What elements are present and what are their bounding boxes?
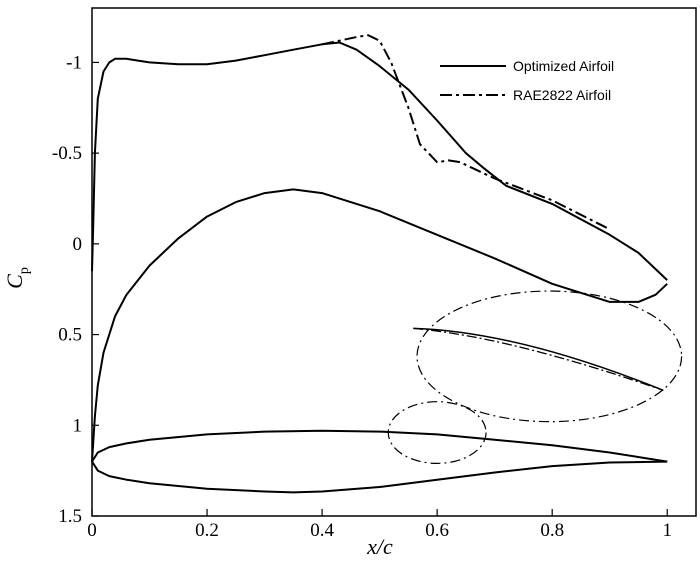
optimized-lower-surface-cp-line: [91, 188, 668, 462]
zoom-detail-optimized-line: [413, 327, 664, 392]
x-tick-label: 0.6: [425, 520, 449, 541]
y-axis-title-subscript: p: [17, 267, 32, 274]
plot-frame: [91, 7, 697, 517]
y-tick-label: 0: [73, 234, 83, 255]
optimized-upper-surface-cp-line: [91, 41, 668, 281]
plot-lines: [91, 34, 668, 494]
y-tick-label: 1: [73, 415, 83, 436]
zoom-ellipse: [387, 401, 487, 464]
x-tick-label: 0.4: [310, 520, 334, 541]
y-tick-label: 1.5: [58, 506, 82, 527]
x-axis-title: x/c: [366, 534, 393, 559]
legend: Optimized Airfoil RAE2822 Airfoil: [440, 58, 614, 103]
zoom-annotations: [387, 290, 683, 464]
y-axis-title-main: C: [2, 274, 27, 289]
x-tick-label: 0.8: [540, 520, 564, 541]
zoom-ellipse: [416, 290, 683, 423]
x-tick-label: 1: [662, 520, 672, 541]
x-tick-label: 0.2: [195, 520, 219, 541]
optimized-airfoil-lower-contour-line: [91, 460, 668, 494]
legend-label-rae2822: RAE2822 Airfoil: [513, 87, 611, 103]
rae2822-upper-surface-cp-line: [321, 34, 611, 231]
svg-text:Cp: Cp: [2, 267, 32, 289]
y-tick-label: -0.5: [52, 143, 82, 164]
legend-label-optimized: Optimized Airfoil: [513, 58, 614, 74]
y-axis-ticks: -1 -0.5 0 0.5 1 1.5: [52, 52, 99, 527]
y-axis-title: Cp: [2, 267, 32, 289]
optimized-airfoil-upper-contour-line: [91, 429, 668, 463]
zoom-detail-rae2822-line: [413, 327, 664, 391]
x-tick-label: 0: [87, 520, 97, 541]
y-tick-label: 0.5: [58, 325, 82, 346]
x-axis-ticks: 0 0.2 0.4 0.6 0.8 1: [87, 509, 672, 541]
y-tick-label: -1: [66, 52, 82, 73]
